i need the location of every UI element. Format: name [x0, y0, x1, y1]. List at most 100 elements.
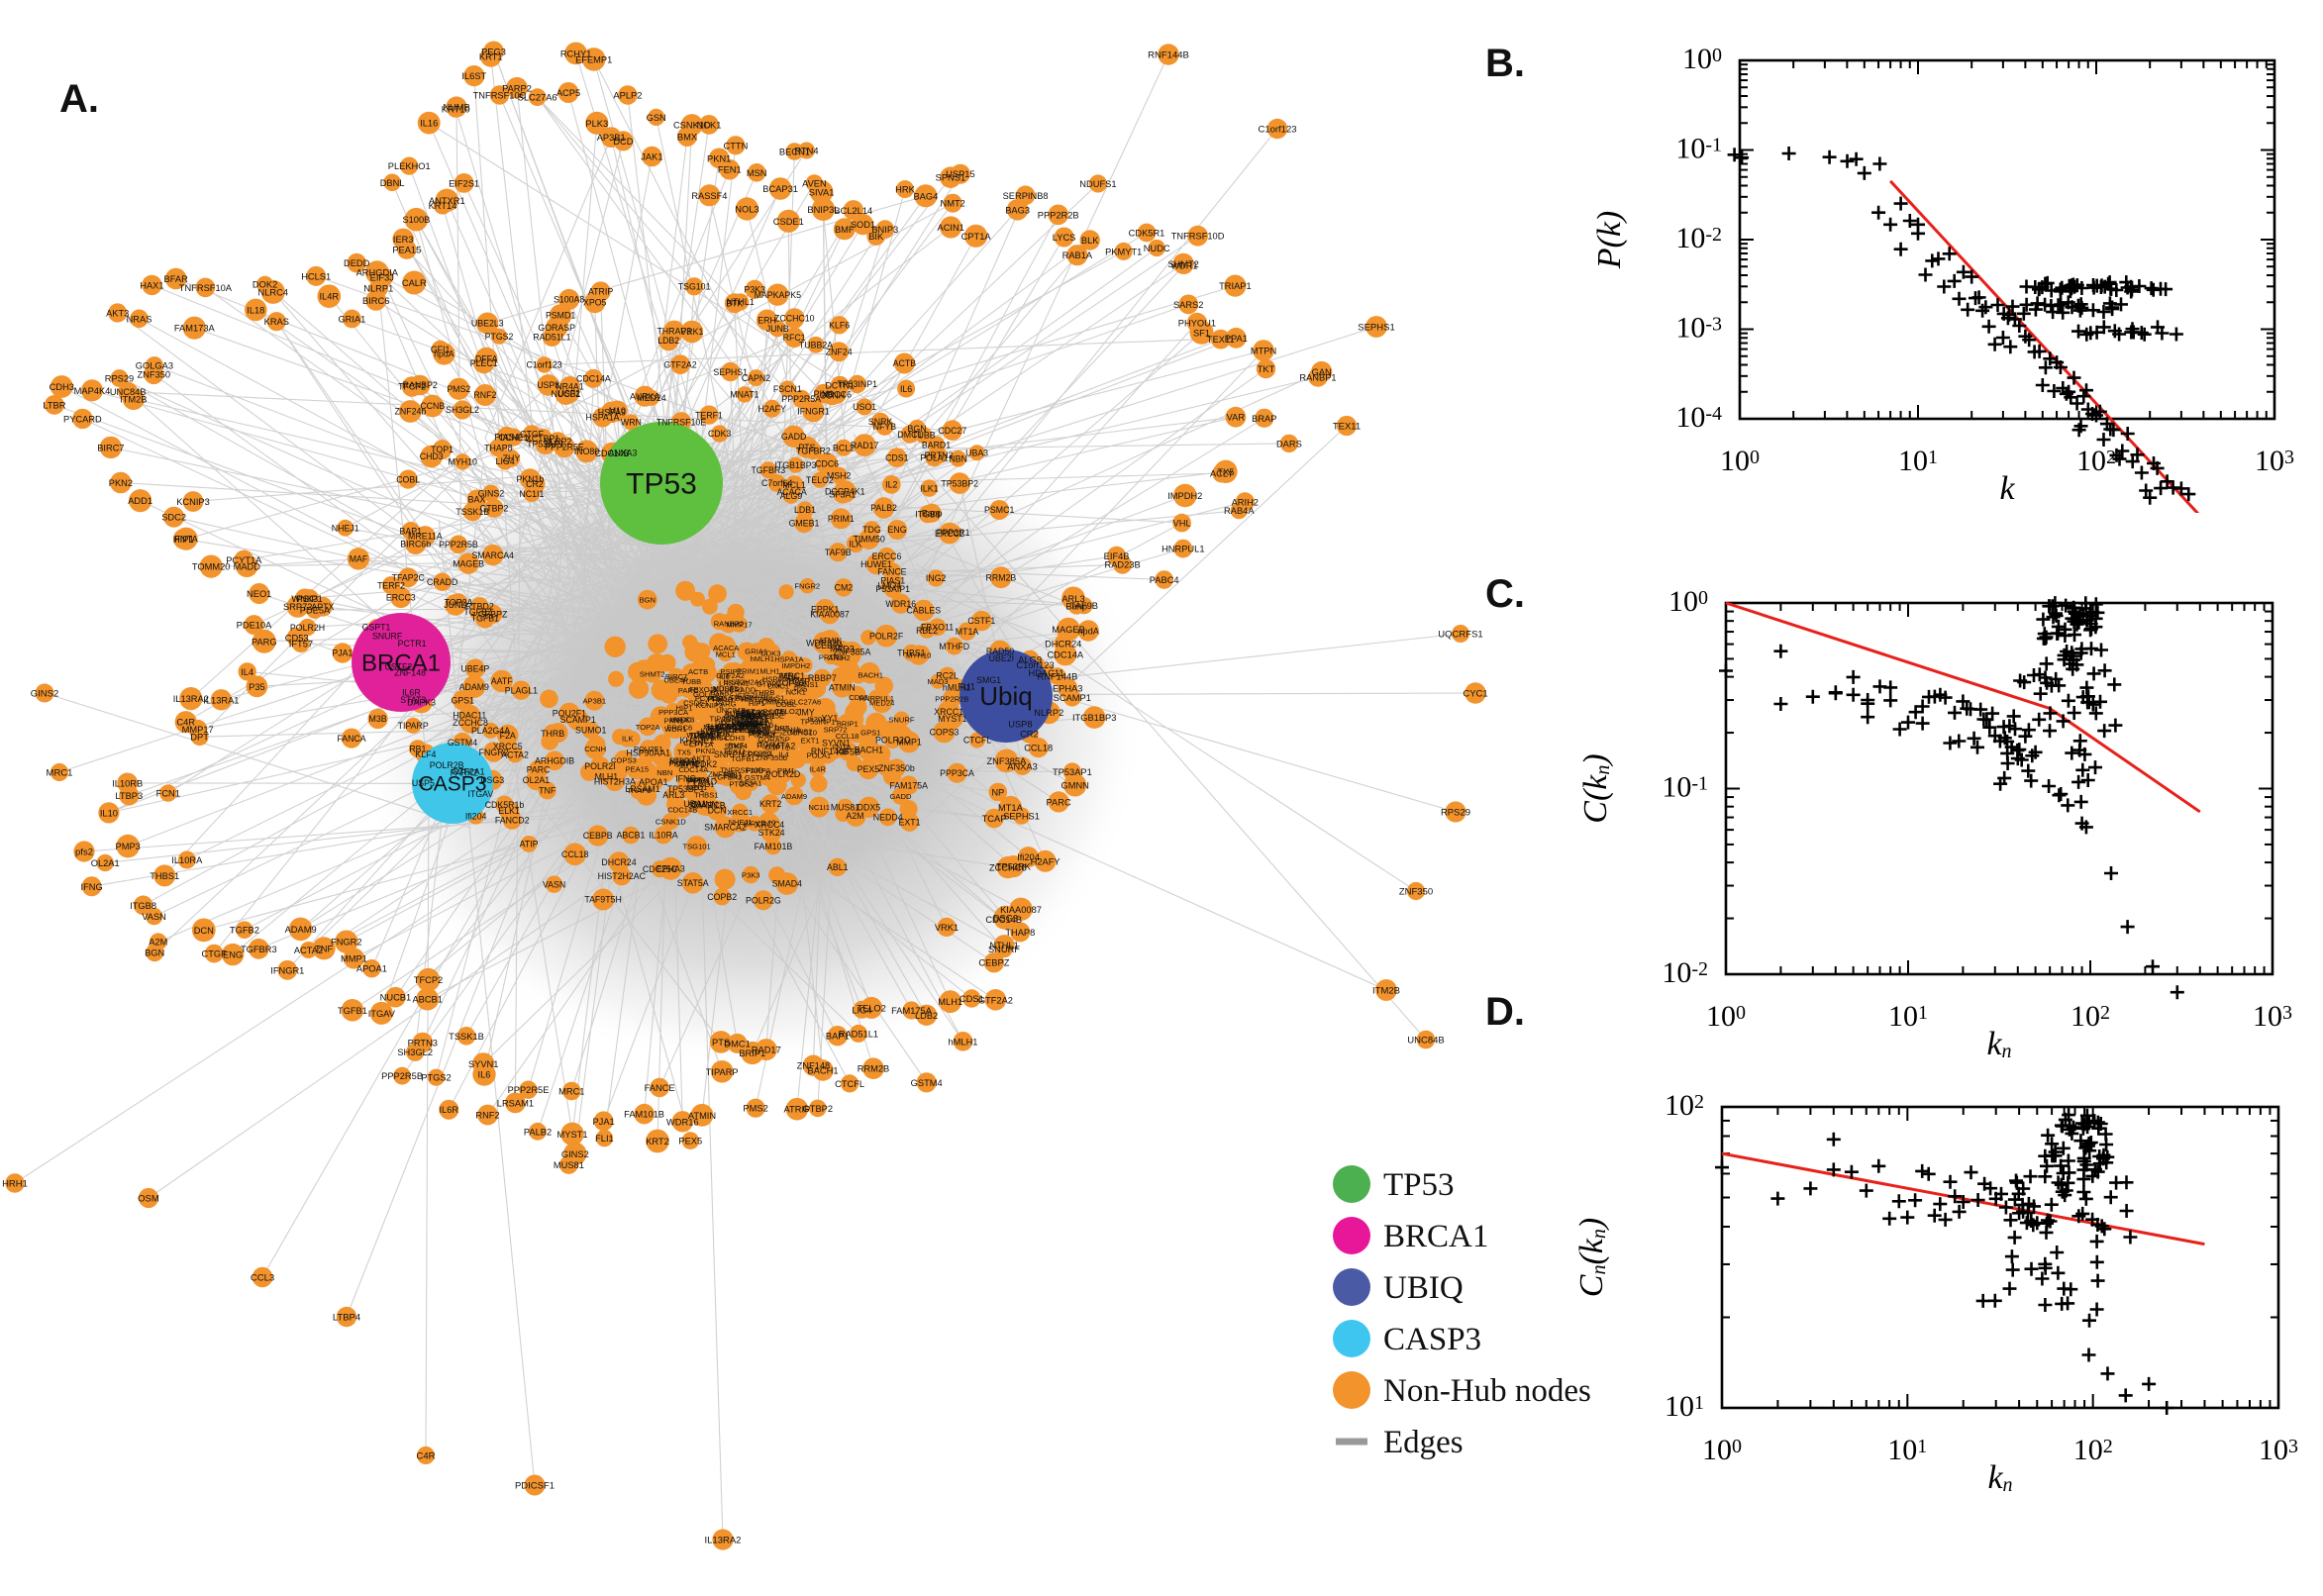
- svg-text:PLEC1: PLEC1: [470, 358, 498, 368]
- svg-text:ERCC3: ERCC3: [386, 593, 416, 603]
- svg-text:ZNF148: ZNF148: [797, 1061, 831, 1071]
- svg-text:A2M: A2M: [149, 938, 167, 948]
- svg-text:TNFRSF10D: TNFRSF10D: [1171, 232, 1225, 242]
- svg-text:MRC1: MRC1: [558, 1087, 584, 1097]
- svg-text:UQCRFS1: UQCRFS1: [1438, 630, 1482, 641]
- svg-text:MED24: MED24: [637, 393, 665, 403]
- svg-text:MLH1: MLH1: [595, 772, 619, 782]
- svg-text:JUNB: JUNB: [766, 324, 789, 334]
- svg-text:C(kn): C(kn): [1577, 753, 1614, 823]
- svg-text:RFC1: RFC1: [783, 333, 806, 343]
- svg-text:Non-Hub nodes: Non-Hub nodes: [1383, 1373, 1591, 1409]
- svg-text:FNGR2: FNGR2: [331, 938, 362, 948]
- svg-text:ITGAV: ITGAV: [757, 741, 779, 749]
- svg-text:BFAR: BFAR: [164, 274, 189, 284]
- svg-text:KRAS: KRAS: [264, 317, 289, 327]
- svg-text:CSNK1D: CSNK1D: [656, 818, 686, 827]
- svg-text:CR2: CR2: [526, 479, 544, 489]
- svg-text:IL10RB: IL10RB: [112, 778, 143, 788]
- svg-text:FEN1: FEN1: [718, 165, 742, 175]
- svg-text:LTBR: LTBR: [43, 400, 65, 410]
- svg-text:UNC84B: UNC84B: [1407, 1036, 1445, 1047]
- svg-text:LYCS: LYCS: [1053, 233, 1076, 243]
- svg-text:DHCR24: DHCR24: [1045, 640, 1081, 649]
- svg-text:TSG101: TSG101: [678, 282, 711, 292]
- svg-text:RNF2: RNF2: [473, 390, 496, 400]
- svg-text:CTCFL: CTCFL: [963, 736, 991, 746]
- svg-text:BAG4: BAG4: [913, 191, 938, 201]
- svg-text:CCL18: CCL18: [561, 849, 588, 859]
- svg-text:CSTF1: CSTF1: [967, 616, 995, 626]
- svg-text:PHYOU1: PHYOU1: [1178, 319, 1216, 329]
- svg-text:PEX5: PEX5: [858, 764, 880, 774]
- svg-text:KRT2: KRT2: [759, 799, 781, 809]
- svg-text:NP: NP: [991, 788, 1004, 798]
- svg-text:P3K3: P3K3: [742, 871, 760, 880]
- svg-text:TGFB2: TGFB2: [230, 926, 259, 936]
- svg-text:VAR: VAR: [1227, 413, 1246, 423]
- svg-text:THAP8: THAP8: [484, 444, 512, 453]
- svg-text:PALB2: PALB2: [731, 693, 754, 702]
- svg-text:MAGEB: MAGEB: [1052, 625, 1085, 635]
- svg-text:DOK2: DOK2: [252, 280, 277, 290]
- svg-text:KIAA0087: KIAA0087: [810, 609, 850, 619]
- svg-text:AP3B1: AP3B1: [582, 697, 606, 706]
- svg-text:IL6R: IL6R: [439, 1105, 458, 1115]
- svg-text:MLH1: MLH1: [938, 997, 962, 1007]
- svg-text:UBE2L3: UBE2L3: [471, 319, 504, 329]
- svg-text:FANCE: FANCE: [877, 567, 906, 577]
- svg-text:CRADD: CRADD: [427, 577, 457, 587]
- svg-text:SLC27A6: SLC27A6: [518, 93, 557, 103]
- svg-text:NUCB1: NUCB1: [551, 389, 580, 399]
- svg-text:BCL2L14: BCL2L14: [834, 206, 872, 216]
- svg-text:PPP2R5B: PPP2R5B: [439, 540, 478, 549]
- svg-text:GOLGA3: GOLGA3: [136, 361, 173, 371]
- svg-text:PCYT1A: PCYT1A: [226, 555, 262, 565]
- svg-text:PARG: PARG: [252, 637, 277, 647]
- svg-text:SDC2: SDC2: [738, 720, 758, 729]
- svg-text:MTHFD: MTHFD: [939, 642, 969, 651]
- svg-text:APLP2: APLP2: [613, 91, 642, 101]
- svg-text:ADD1: ADD1: [128, 496, 152, 506]
- svg-text:HRH1: HRH1: [2, 1179, 28, 1190]
- svg-text:CCL18: CCL18: [836, 732, 859, 741]
- svg-text:ZCCHC10: ZCCHC10: [774, 314, 815, 324]
- svg-text:ZNF350: ZNF350: [138, 370, 171, 380]
- svg-text:TIMM50: TIMM50: [854, 535, 885, 545]
- svg-text:POLA1: POLA1: [807, 750, 831, 759]
- svg-text:MSN: MSN: [747, 168, 767, 178]
- svg-text:BIRC7: BIRC7: [97, 443, 124, 452]
- svg-text:THRB: THRB: [541, 729, 564, 739]
- svg-text:TGFBR3: TGFBR3: [241, 945, 277, 954]
- svg-text:HIST2H2AC: HIST2H2AC: [598, 871, 647, 881]
- svg-text:NEDD4: NEDD4: [873, 813, 903, 823]
- svg-text:ITGB1BP3: ITGB1BP3: [1072, 713, 1116, 723]
- svg-text:H2AFY: H2AFY: [758, 404, 786, 414]
- svg-text:BIRC7: BIRC7: [744, 820, 765, 829]
- svg-text:CDC6: CDC6: [815, 459, 839, 469]
- svg-text:UNC84B: UNC84B: [110, 387, 147, 397]
- svg-text:MYST1: MYST1: [557, 1130, 588, 1140]
- svg-text:IL6R: IL6R: [402, 688, 421, 698]
- svg-text:TEX11: TEX11: [1333, 422, 1361, 433]
- svg-text:CDK3: CDK3: [708, 429, 732, 439]
- svg-text:PARC: PARC: [1047, 797, 1071, 807]
- svg-text:TP53BP2: TP53BP2: [941, 478, 978, 488]
- svg-text:LRSAM1: LRSAM1: [497, 1098, 534, 1108]
- svg-text:UBIQ: UBIQ: [1383, 1270, 1464, 1306]
- svg-text:VRK1: VRK1: [680, 327, 703, 337]
- svg-text:GRIA1: GRIA1: [338, 315, 365, 325]
- svg-text:ZCCHC8: ZCCHC8: [453, 718, 488, 728]
- svg-text:TIPARP: TIPARP: [706, 1067, 739, 1077]
- svg-text:FAM101B: FAM101B: [755, 842, 793, 851]
- svg-text:PKMYT1: PKMYT1: [1105, 247, 1142, 256]
- svg-text:PMS2: PMS2: [743, 1104, 767, 1114]
- svg-text:POLR2F: POLR2F: [869, 631, 904, 641]
- svg-text:TSG101: TSG101: [682, 843, 710, 851]
- svg-text:UBE4P: UBE4P: [460, 664, 489, 674]
- svg-text:BNIP3: BNIP3: [871, 225, 898, 235]
- svg-text:TOP2A: TOP2A: [636, 723, 661, 732]
- svg-text:VHL: VHL: [1173, 519, 1191, 529]
- svg-text:PRTN3: PRTN3: [925, 450, 954, 460]
- svg-text:TGFB1: TGFB1: [731, 754, 755, 763]
